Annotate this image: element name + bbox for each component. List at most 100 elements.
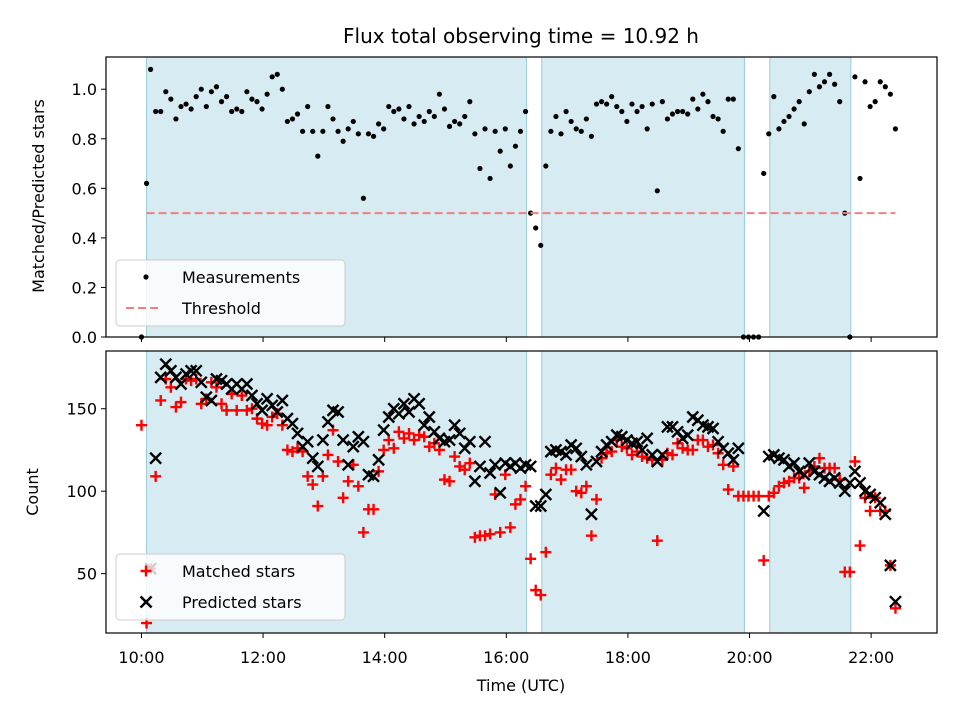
top-y-tick-label: 0.8 — [72, 130, 97, 149]
top-point — [634, 108, 640, 115]
bottom-point — [640, 432, 654, 445]
bottom-point — [194, 375, 208, 389]
bottom-point — [884, 559, 897, 572]
bottom-point — [357, 435, 370, 449]
bottom-point — [174, 377, 188, 391]
top-point — [852, 74, 858, 80]
top-point — [325, 103, 331, 110]
top-point — [548, 128, 554, 134]
bottom-point — [596, 452, 608, 464]
x-axis-label: Time (UTC) — [476, 676, 565, 695]
bottom-point — [403, 427, 415, 439]
bottom-point — [813, 452, 825, 464]
top-point — [786, 113, 792, 120]
top-observing-window-2 — [541, 56, 745, 338]
bottom-point — [388, 442, 400, 454]
top-point — [604, 101, 610, 107]
bottom-point — [509, 498, 521, 510]
bottom-point — [332, 455, 344, 467]
top-point — [507, 163, 513, 169]
top-point — [198, 86, 204, 92]
top-point — [421, 118, 427, 125]
bottom-point — [574, 450, 588, 463]
top-point — [147, 66, 154, 72]
top-point — [153, 108, 159, 115]
bottom-point — [569, 441, 583, 455]
top-point — [315, 153, 321, 159]
top-point — [441, 106, 448, 112]
bottom-point — [175, 396, 187, 408]
bottom-point — [889, 602, 901, 614]
bottom-point — [291, 427, 304, 440]
bottom-point — [402, 405, 416, 419]
bottom-point — [636, 451, 648, 463]
top-point — [568, 118, 574, 125]
bottom-point — [392, 407, 406, 421]
bottom-point — [757, 504, 771, 518]
bottom-legend-label: Predicted stars — [182, 593, 302, 612]
top-point — [360, 195, 367, 201]
bottom-point — [195, 398, 207, 410]
bottom-point — [255, 404, 269, 417]
top-point — [239, 108, 245, 115]
top-point — [715, 116, 721, 122]
x-tick-label: 16:00 — [483, 648, 529, 667]
top-point — [862, 79, 868, 85]
bottom-point — [342, 475, 354, 487]
bottom-point — [529, 499, 543, 513]
top-y-tick-label: 0.2 — [72, 278, 97, 297]
bottom-point — [256, 418, 268, 430]
top-point — [837, 99, 843, 105]
top-point — [690, 96, 696, 102]
top-point — [452, 118, 458, 125]
bottom-point — [479, 530, 491, 542]
top-point — [710, 113, 716, 120]
top-point — [887, 91, 893, 97]
bottom-point — [838, 484, 852, 498]
bottom-point — [241, 404, 253, 416]
top-point — [183, 101, 189, 107]
bottom-point — [702, 441, 714, 453]
x-tick-label: 22:00 — [848, 648, 894, 667]
bottom-point — [606, 446, 618, 458]
bottom-point — [352, 480, 364, 492]
top-point — [254, 99, 260, 105]
top-point — [274, 71, 280, 77]
top-point — [431, 113, 437, 120]
top-point — [857, 175, 863, 182]
bottom-point — [580, 480, 592, 492]
top-point — [284, 118, 291, 125]
bottom-point — [322, 449, 334, 461]
bottom-point — [854, 540, 866, 552]
bottom-point — [231, 404, 243, 416]
top-point — [340, 138, 346, 144]
top-point — [720, 128, 726, 134]
bottom-point — [165, 381, 177, 393]
bottom-point — [651, 535, 663, 547]
bottom-point — [630, 435, 644, 449]
bottom-point — [413, 429, 425, 441]
top-point — [269, 74, 275, 80]
bottom-point — [797, 468, 811, 482]
bottom-point — [463, 435, 477, 449]
top-point — [598, 99, 605, 105]
top-point — [223, 94, 230, 100]
bottom-point — [236, 390, 248, 402]
bottom-point — [524, 460, 537, 473]
top-point — [173, 116, 179, 122]
top-point — [669, 111, 676, 117]
top-panel: 0.0 0.2 0.4 0.6 0.8 1.0 Measurements Threshold — [72, 56, 938, 347]
bottom-point — [727, 460, 739, 472]
top-point — [193, 94, 199, 100]
bottom-point — [398, 432, 410, 444]
bottom-point — [483, 466, 497, 480]
bottom-point — [245, 389, 259, 402]
top-observing-window-3 — [769, 56, 852, 338]
top-point — [811, 71, 817, 77]
bottom-point — [493, 486, 507, 500]
bottom-point — [317, 470, 329, 482]
bottom-point — [417, 418, 431, 432]
bottom-point — [666, 449, 678, 461]
bottom-point — [205, 376, 217, 388]
top-point — [213, 84, 220, 90]
